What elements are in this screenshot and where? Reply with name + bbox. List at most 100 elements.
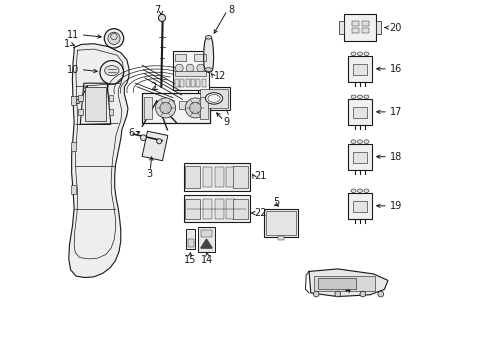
Circle shape (155, 98, 175, 118)
Text: 16: 16 (389, 64, 401, 74)
Text: 2: 2 (150, 82, 156, 92)
Circle shape (175, 64, 183, 72)
Bar (175, 79, 179, 87)
Bar (375, 21, 380, 34)
Bar (347, 99, 371, 125)
Bar (70, 185, 76, 194)
Ellipse shape (363, 95, 368, 99)
Bar (347, 56, 371, 82)
Ellipse shape (363, 189, 368, 193)
Bar (179, 101, 185, 109)
Circle shape (196, 64, 204, 72)
Bar (78, 95, 82, 101)
Bar (196, 79, 200, 87)
Bar (185, 79, 189, 87)
Bar (264, 209, 298, 237)
Circle shape (334, 291, 340, 297)
Circle shape (158, 14, 165, 22)
Text: 8: 8 (228, 5, 234, 15)
Bar (185, 199, 200, 219)
Bar (347, 144, 371, 170)
Text: 7: 7 (154, 5, 160, 15)
Bar (201, 230, 212, 237)
Bar (203, 199, 212, 219)
Bar (199, 89, 228, 108)
Bar (200, 97, 208, 119)
Text: 5: 5 (272, 197, 279, 207)
Text: 15: 15 (183, 255, 196, 265)
Bar (180, 79, 184, 87)
Bar (183, 163, 249, 192)
Bar (186, 229, 195, 249)
Bar (78, 109, 82, 116)
Text: 10: 10 (67, 64, 80, 75)
Ellipse shape (363, 52, 368, 55)
Bar (70, 142, 76, 151)
Bar (317, 278, 355, 289)
Ellipse shape (350, 52, 355, 55)
Bar (226, 199, 235, 219)
Text: 4: 4 (344, 285, 350, 295)
Bar (352, 64, 366, 75)
Text: 20: 20 (389, 23, 401, 33)
Circle shape (189, 102, 201, 114)
Bar (233, 199, 247, 219)
Bar (226, 167, 235, 187)
Circle shape (185, 98, 205, 118)
Ellipse shape (104, 66, 119, 76)
Ellipse shape (350, 95, 355, 99)
Bar (339, 21, 344, 34)
Polygon shape (203, 36, 213, 72)
Text: 22: 22 (254, 208, 266, 218)
Circle shape (313, 291, 319, 297)
Bar (144, 97, 152, 119)
Text: 3: 3 (146, 168, 152, 179)
Bar (198, 227, 215, 252)
Bar (266, 211, 296, 235)
Text: 17: 17 (389, 107, 401, 117)
Bar (344, 14, 375, 41)
Text: 18: 18 (389, 152, 401, 162)
Circle shape (359, 291, 365, 297)
Bar (362, 28, 368, 33)
Ellipse shape (350, 140, 355, 143)
Bar (70, 96, 76, 105)
Bar (175, 71, 206, 76)
Text: 14: 14 (201, 255, 213, 265)
Bar (142, 93, 210, 123)
Circle shape (160, 102, 171, 114)
Ellipse shape (205, 93, 222, 104)
Ellipse shape (204, 68, 212, 71)
Polygon shape (69, 44, 129, 278)
Bar (203, 167, 212, 187)
Ellipse shape (357, 189, 362, 193)
Bar (214, 167, 223, 187)
Ellipse shape (363, 140, 368, 143)
Bar (109, 109, 113, 116)
Text: 6: 6 (128, 129, 134, 138)
Ellipse shape (357, 140, 362, 143)
Bar (214, 199, 223, 219)
Ellipse shape (205, 36, 211, 39)
Ellipse shape (207, 94, 220, 102)
Polygon shape (201, 239, 212, 248)
Circle shape (108, 32, 120, 44)
Text: 11: 11 (67, 30, 80, 40)
Ellipse shape (357, 52, 362, 55)
Circle shape (140, 135, 146, 140)
Ellipse shape (350, 189, 355, 193)
Circle shape (377, 291, 383, 297)
Bar (277, 236, 284, 240)
Bar (198, 87, 230, 110)
Text: 21: 21 (254, 171, 266, 181)
Circle shape (100, 60, 123, 84)
Bar (352, 201, 366, 212)
Bar (185, 166, 200, 188)
Circle shape (185, 64, 194, 72)
Bar (233, 166, 247, 188)
Bar (351, 28, 358, 33)
Bar (175, 54, 185, 60)
Bar (202, 79, 205, 87)
Text: 9: 9 (223, 117, 229, 127)
Ellipse shape (357, 95, 362, 99)
